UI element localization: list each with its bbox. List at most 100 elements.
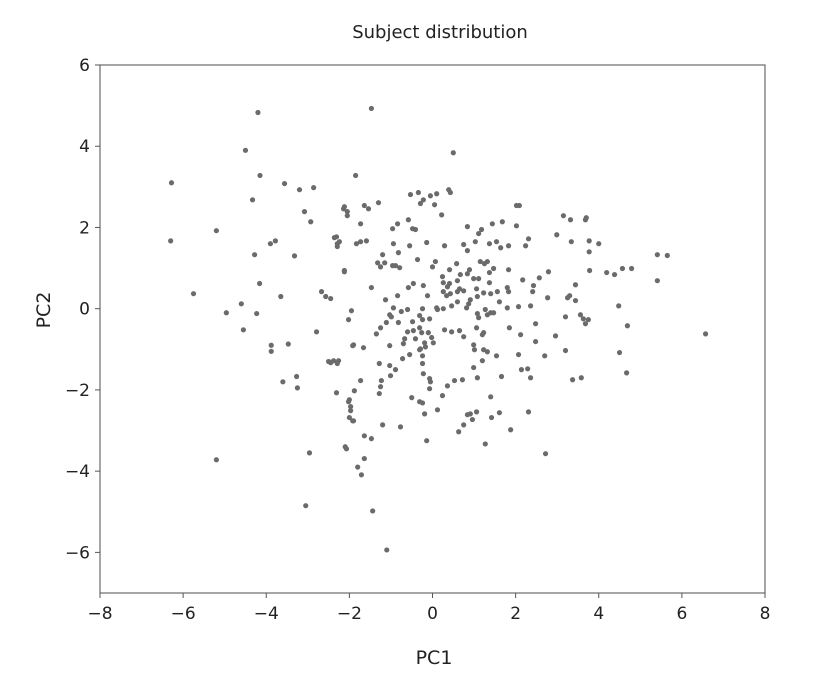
data-point — [376, 360, 382, 367]
data-point — [334, 243, 340, 250]
data-point — [281, 180, 288, 187]
data-point — [272, 238, 278, 244]
data-point — [479, 332, 485, 338]
data-point — [419, 306, 426, 312]
data-point — [567, 217, 574, 223]
data-point — [257, 172, 263, 179]
data-point — [467, 411, 473, 417]
data-point — [431, 202, 438, 208]
data-point — [335, 358, 342, 364]
data-point — [493, 239, 500, 245]
data-point — [404, 329, 411, 335]
data-point — [474, 310, 480, 317]
data-point — [624, 323, 631, 329]
data-point — [424, 239, 430, 246]
data-point — [498, 245, 504, 251]
data-point — [440, 306, 446, 312]
data-point — [422, 411, 428, 417]
data-point — [490, 265, 497, 272]
data-point — [604, 269, 610, 276]
data-point — [619, 265, 626, 272]
data-point — [464, 248, 471, 254]
y-tick-label: −6 — [65, 543, 90, 563]
data-point — [488, 394, 494, 400]
data-point — [525, 366, 531, 372]
data-point — [280, 379, 286, 385]
chart-title: Subject distribution — [352, 22, 528, 43]
data-point — [361, 455, 367, 462]
data-point — [444, 284, 451, 290]
data-point — [333, 234, 340, 240]
data-point — [296, 187, 303, 193]
data-point — [582, 321, 589, 327]
data-point — [402, 336, 408, 342]
data-point — [488, 414, 495, 421]
data-point — [387, 373, 394, 379]
data-point — [348, 308, 355, 314]
data-point — [376, 390, 382, 397]
data-point — [623, 370, 630, 376]
data-point — [586, 249, 592, 255]
data-point — [341, 269, 347, 275]
data-point — [363, 238, 370, 244]
x-tick-label: 2 — [510, 604, 521, 624]
data-point — [293, 373, 300, 380]
data-point — [420, 282, 426, 289]
data-point — [476, 276, 482, 282]
data-point — [350, 418, 357, 424]
data-point — [377, 384, 384, 390]
data-point — [449, 303, 455, 309]
data-point — [419, 353, 426, 359]
data-point — [387, 362, 393, 369]
data-point — [268, 348, 274, 354]
data-point — [477, 258, 483, 265]
data-point — [464, 224, 471, 230]
data-point — [489, 221, 495, 227]
data-point — [249, 197, 256, 203]
data-point — [301, 209, 308, 215]
data-point — [168, 238, 174, 244]
data-point — [415, 189, 421, 196]
data-point — [361, 202, 367, 209]
data-point — [527, 303, 534, 309]
data-point — [508, 427, 514, 433]
data-point — [351, 388, 357, 394]
data-point — [434, 407, 441, 413]
data-point — [343, 446, 350, 452]
data-point — [294, 385, 301, 391]
data-point — [504, 284, 510, 291]
data-point — [471, 276, 477, 282]
data-point — [545, 269, 552, 275]
data-point — [368, 436, 375, 442]
data-point — [461, 288, 467, 294]
data-point — [384, 547, 390, 553]
data-point — [505, 243, 512, 249]
data-point — [405, 284, 411, 291]
data-point — [493, 353, 500, 359]
data-point — [580, 316, 586, 322]
data-point — [323, 293, 329, 300]
data-point — [426, 375, 433, 382]
data-point — [449, 329, 455, 335]
data-point — [562, 314, 569, 320]
data-point — [463, 305, 470, 311]
data-point — [410, 280, 416, 287]
data-point — [454, 261, 460, 267]
data-point — [482, 441, 488, 447]
data-point — [417, 200, 424, 207]
data-point — [456, 286, 463, 292]
data-point — [451, 377, 458, 384]
data-point — [476, 230, 482, 237]
data-point — [484, 349, 490, 355]
data-point — [447, 291, 453, 297]
data-point — [545, 295, 551, 301]
data-point — [439, 212, 445, 218]
data-point — [461, 422, 467, 428]
data-point — [466, 301, 472, 307]
data-point — [572, 297, 579, 304]
data-point — [473, 286, 480, 292]
data-point — [377, 325, 384, 331]
data-point — [434, 191, 440, 197]
data-point — [395, 319, 402, 326]
data-point — [586, 238, 592, 244]
